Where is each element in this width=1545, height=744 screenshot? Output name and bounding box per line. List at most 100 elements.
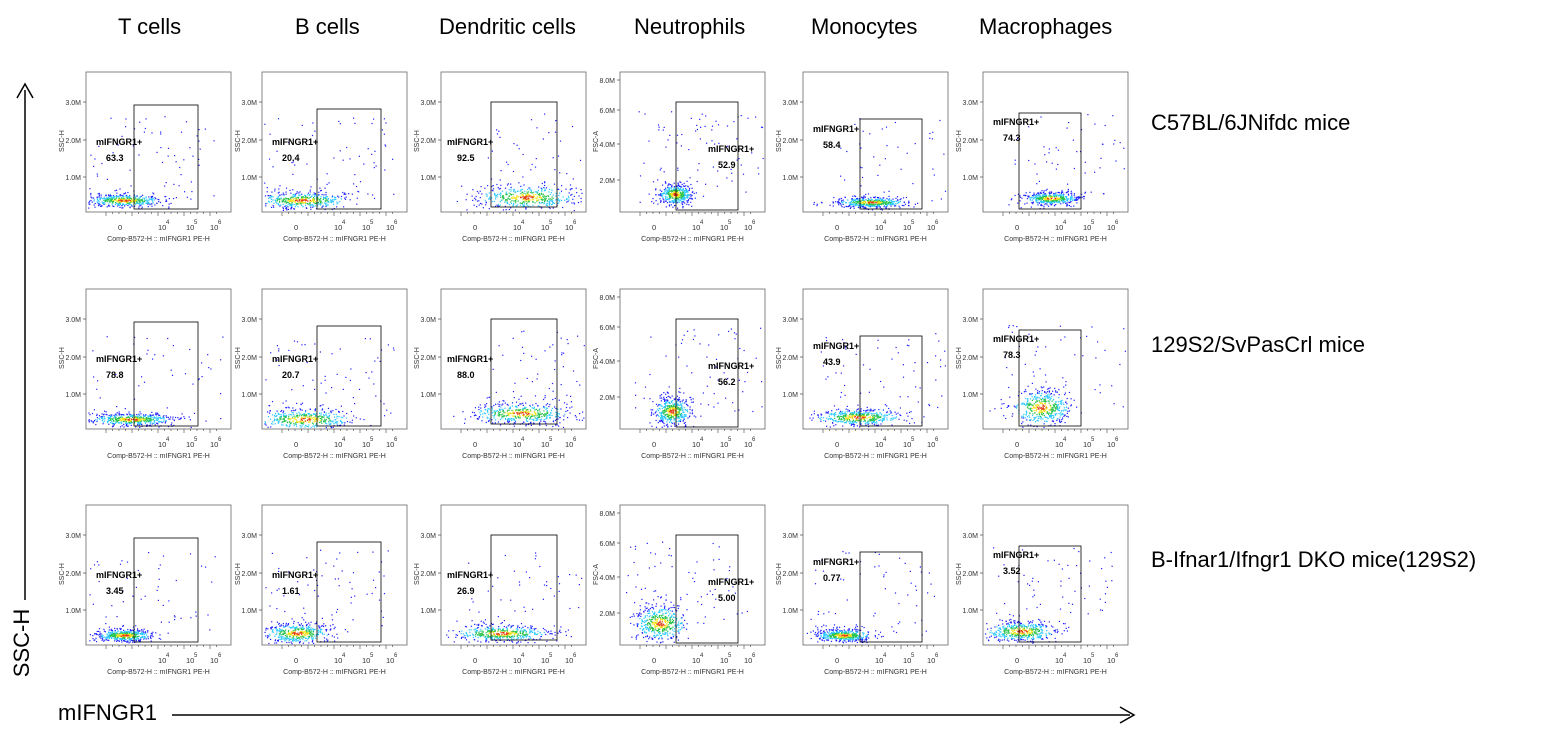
gate-label: mIFNGR1+ — [708, 144, 754, 154]
gate-percentage: 3.45 — [106, 586, 124, 596]
x-tick-exponent: 6 — [218, 437, 222, 443]
x-tick-label: 0 — [1015, 440, 1019, 449]
y-tick-label: 3.0M — [65, 100, 81, 107]
y-tick-label: 1.0M — [782, 175, 798, 182]
x-tick-label: 10 — [1107, 223, 1115, 232]
x-tick-label: 10 — [541, 656, 549, 665]
gate-percentage: 20.7 — [282, 370, 300, 380]
gate-label: mIFNGR1+ — [813, 341, 859, 351]
gate-label: mIFNGR1+ — [813, 124, 859, 134]
y-tick-label: 1.0M — [962, 392, 978, 399]
x-tick-exponent: 5 — [549, 437, 553, 443]
x-tick-label: 10 — [692, 223, 700, 232]
x-tick-label: 10 — [362, 656, 370, 665]
gate-label: mIFNGR1+ — [993, 550, 1039, 560]
y-tick-label: 1.0M — [420, 392, 436, 399]
y-tick-label: 2.0M — [599, 611, 615, 618]
gate-percentage: 52.9 — [718, 160, 736, 170]
x-tick-exponent: 5 — [911, 653, 915, 659]
density-dots — [1008, 114, 1125, 210]
y-tick-label: 3.0M — [420, 317, 436, 324]
panel-y-axis-label: SSC-H — [59, 347, 66, 369]
x-tick-exponent: 5 — [728, 220, 732, 226]
gate-rectangle — [859, 551, 923, 643]
x-tick-exponent: 6 — [218, 220, 222, 226]
y-tick-label: 1.0M — [65, 175, 81, 182]
x-tick-exponent: 6 — [573, 220, 577, 226]
panel-y-axis-label: SSC-H — [414, 563, 421, 585]
x-tick-label: 10 — [186, 440, 194, 449]
x-tick-label: 0 — [835, 656, 839, 665]
x-tick-exponent: 4 — [521, 437, 525, 443]
x-tick-label: 0 — [652, 656, 656, 665]
x-tick-exponent: 4 — [166, 437, 170, 443]
gate-rectangle — [859, 335, 923, 427]
x-tick-exponent: 6 — [394, 653, 398, 659]
gate-label: mIFNGR1+ — [272, 354, 318, 364]
panel-x-axis-label: Comp-B572-H :: mIFNGR1 PE-H — [107, 236, 210, 243]
x-tick-label: 0 — [1015, 656, 1019, 665]
gate-label: mIFNGR1+ — [708, 577, 754, 587]
gate-percentage: 20.4 — [282, 153, 300, 163]
x-tick-label: 10 — [744, 656, 752, 665]
y-tick-label: 3.0M — [782, 100, 798, 107]
y-tick-label: 3.0M — [962, 100, 978, 107]
panel-y-axis-label: FSC-A — [593, 131, 600, 152]
x-tick-label: 0 — [473, 440, 477, 449]
x-tick-exponent: 5 — [728, 437, 732, 443]
y-tick-label: 1.0M — [420, 175, 436, 182]
panel-x-axis-label: Comp-B572-H :: mIFNGR1 PE-H — [107, 669, 210, 676]
x-tick-label: 10 — [1083, 223, 1091, 232]
gate-percentage: 0.77 — [823, 573, 841, 583]
plot-frame — [982, 504, 1129, 646]
density-dots — [264, 117, 395, 211]
gate-percentage: 43.9 — [823, 357, 841, 367]
x-tick-label: 10 — [210, 440, 218, 449]
x-tick-label: 10 — [210, 656, 218, 665]
x-tick-label: 0 — [835, 440, 839, 449]
gate-label: mIFNGR1+ — [993, 334, 1039, 344]
x-tick-label: 0 — [473, 223, 477, 232]
x-tick-exponent: 6 — [752, 220, 756, 226]
gate-rectangle — [490, 318, 558, 425]
x-tick-label: 10 — [158, 440, 166, 449]
y-tick-label: 1.0M — [241, 175, 257, 182]
x-tick-exponent: 4 — [1063, 437, 1067, 443]
x-tick-label: 10 — [513, 656, 521, 665]
x-tick-label: 10 — [362, 440, 370, 449]
gate-label: mIFNGR1+ — [447, 137, 493, 147]
x-tick-label: 10 — [541, 223, 549, 232]
panel-x-axis-label: Comp-B572-H :: mIFNGR1 PE-H — [824, 669, 927, 676]
x-tick-label: 10 — [1107, 440, 1115, 449]
flow-panel-r2-c4: mIFNGR1+ 56.2 8.0M 6.0M 4.0M 2.0M FSC-A 0 10 10 10… — [593, 288, 766, 460]
x-tick-exponent: 5 — [194, 220, 198, 226]
panel-y-axis-label: SSC-H — [59, 130, 66, 152]
x-tick-label: 10 — [158, 656, 166, 665]
x-tick-label: 0 — [294, 223, 298, 232]
y-tick-label: 4.0M — [599, 575, 615, 582]
plot-frame — [802, 71, 949, 213]
gate-percentage: 74.3 — [1003, 133, 1021, 143]
gate-label: mIFNGR1+ — [813, 557, 859, 567]
panel-x-axis-label: Comp-B572-H :: mIFNGR1 PE-H — [462, 453, 565, 460]
density-dots — [626, 541, 748, 644]
x-tick-exponent: 4 — [342, 653, 346, 659]
x-tick-label: 10 — [1055, 223, 1063, 232]
panel-x-axis-label: Comp-B572-H :: mIFNGR1 PE-H — [283, 453, 386, 460]
x-tick-label: 10 — [513, 440, 521, 449]
x-tick-label: 0 — [1015, 223, 1019, 232]
column-title-t-cells: T cells — [118, 14, 182, 39]
x-tick-exponent: 6 — [1115, 220, 1119, 226]
y-tick-label: 3.0M — [241, 317, 257, 324]
plot-frame — [85, 504, 232, 646]
plot-frame — [619, 288, 766, 430]
flow-panel-r1-c4: mIFNGR1+ 52.9 8.0M 6.0M 4.0M 2.0M FSC-A 0 10 10 10… — [593, 71, 766, 243]
y-tick-label: 2.0M — [599, 178, 615, 185]
gate-rectangle — [490, 534, 558, 641]
gate-rectangle — [675, 101, 739, 211]
